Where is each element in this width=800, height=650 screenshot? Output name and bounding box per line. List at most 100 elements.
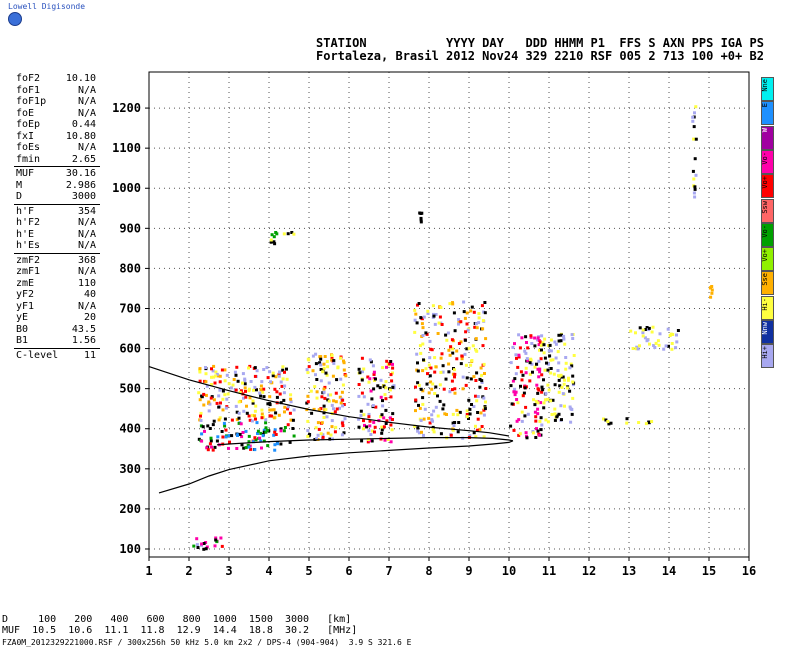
- echo-point: [467, 398, 471, 402]
- echo-point: [390, 379, 394, 383]
- echo-point: [557, 412, 561, 416]
- echo-point: [357, 425, 361, 429]
- echo-point: [365, 425, 369, 429]
- param-row: h'Es N/A: [16, 240, 96, 252]
- echo-point: [322, 387, 326, 391]
- echo-point: [262, 387, 266, 391]
- echo-point: [272, 433, 276, 437]
- echo-point: [359, 414, 363, 417]
- echo-point: [362, 367, 366, 371]
- echo-point: [289, 400, 293, 404]
- echo-point: [538, 367, 542, 371]
- echo-point: [319, 368, 323, 371]
- param-name: yE: [16, 312, 29, 323]
- echo-point: [212, 398, 216, 402]
- echo-point: [314, 362, 318, 366]
- echo-point: [221, 397, 225, 401]
- echo-point: [358, 371, 362, 375]
- echo-point: [475, 399, 479, 403]
- echo-point: [436, 414, 440, 418]
- param-value: N/A: [77, 96, 96, 107]
- echo-point: [391, 371, 394, 375]
- echo-point: [421, 369, 425, 373]
- echo-point: [652, 344, 656, 347]
- legend-swatch: Nne: [761, 77, 774, 101]
- echo-point: [457, 421, 461, 424]
- echo-point: [657, 343, 661, 347]
- echo-point: [449, 345, 453, 349]
- echo-point: [222, 421, 226, 425]
- echo-point: [218, 388, 222, 392]
- echo-point: [316, 433, 320, 437]
- echo-point: [322, 390, 326, 394]
- echo-point: [540, 348, 543, 352]
- param-value: 1.56: [71, 335, 96, 346]
- echo-point: [448, 353, 452, 357]
- echo-point: [269, 238, 273, 242]
- echo-point: [335, 378, 339, 382]
- echo-point: [645, 339, 649, 343]
- echo-point: [307, 365, 311, 369]
- echo-point: [212, 364, 216, 368]
- echo-point: [261, 434, 265, 438]
- echo-point: [536, 401, 540, 405]
- echo-point: [510, 402, 514, 406]
- echo-point: [625, 417, 629, 421]
- echo-point: [541, 341, 545, 345]
- echo-point: [291, 418, 295, 422]
- echo-point: [251, 413, 254, 417]
- echo-point: [379, 378, 383, 382]
- echo-point: [335, 407, 339, 411]
- echo-point: [477, 316, 481, 320]
- echo-point: [273, 428, 277, 432]
- echo-point: [369, 433, 373, 436]
- echo-point: [361, 370, 364, 374]
- echo-point: [710, 291, 714, 295]
- echo-point: [388, 416, 392, 420]
- echo-point: [255, 421, 259, 425]
- echo-point: [470, 305, 474, 309]
- echo-point: [242, 446, 246, 450]
- echo-point: [515, 356, 518, 360]
- echo-point: [238, 432, 242, 436]
- echo-point: [523, 414, 527, 418]
- echo-point: [282, 232, 286, 236]
- echo-point: [451, 302, 455, 306]
- echo-point: [416, 369, 420, 373]
- echo-point: [468, 434, 472, 438]
- echo-point: [321, 433, 325, 437]
- echo-point: [442, 387, 446, 391]
- echo-point: [414, 409, 417, 413]
- echo-point: [258, 391, 262, 395]
- echo-point: [414, 398, 418, 402]
- echo-point: [447, 362, 451, 366]
- echo-point: [199, 424, 203, 428]
- echo-point: [543, 398, 547, 402]
- echo-point: [419, 316, 423, 320]
- echo-point: [268, 370, 272, 374]
- echo-point: [236, 434, 239, 437]
- echo-point: [239, 389, 243, 393]
- echo-point: [563, 342, 567, 346]
- echo-point: [553, 412, 557, 416]
- echo-point: [475, 428, 479, 432]
- echo-point: [607, 422, 611, 426]
- echo-point: [381, 404, 385, 408]
- echo-point: [244, 389, 247, 393]
- echo-point: [372, 420, 376, 424]
- echo-point: [477, 321, 481, 325]
- echo-point: [382, 416, 386, 420]
- echo-point: [339, 401, 343, 405]
- echo-point: [373, 430, 376, 434]
- echo-point: [264, 418, 268, 422]
- echo-point: [463, 352, 467, 356]
- echo-point: [641, 331, 645, 335]
- echo-point: [645, 326, 649, 329]
- echo-point: [533, 403, 537, 407]
- param-row: foEs N/A: [16, 142, 96, 154]
- param-name: h'Es: [16, 240, 41, 251]
- param-value: 11: [83, 349, 96, 361]
- echo-point: [455, 357, 459, 361]
- echo-point: [523, 349, 527, 353]
- echo-point: [259, 384, 263, 388]
